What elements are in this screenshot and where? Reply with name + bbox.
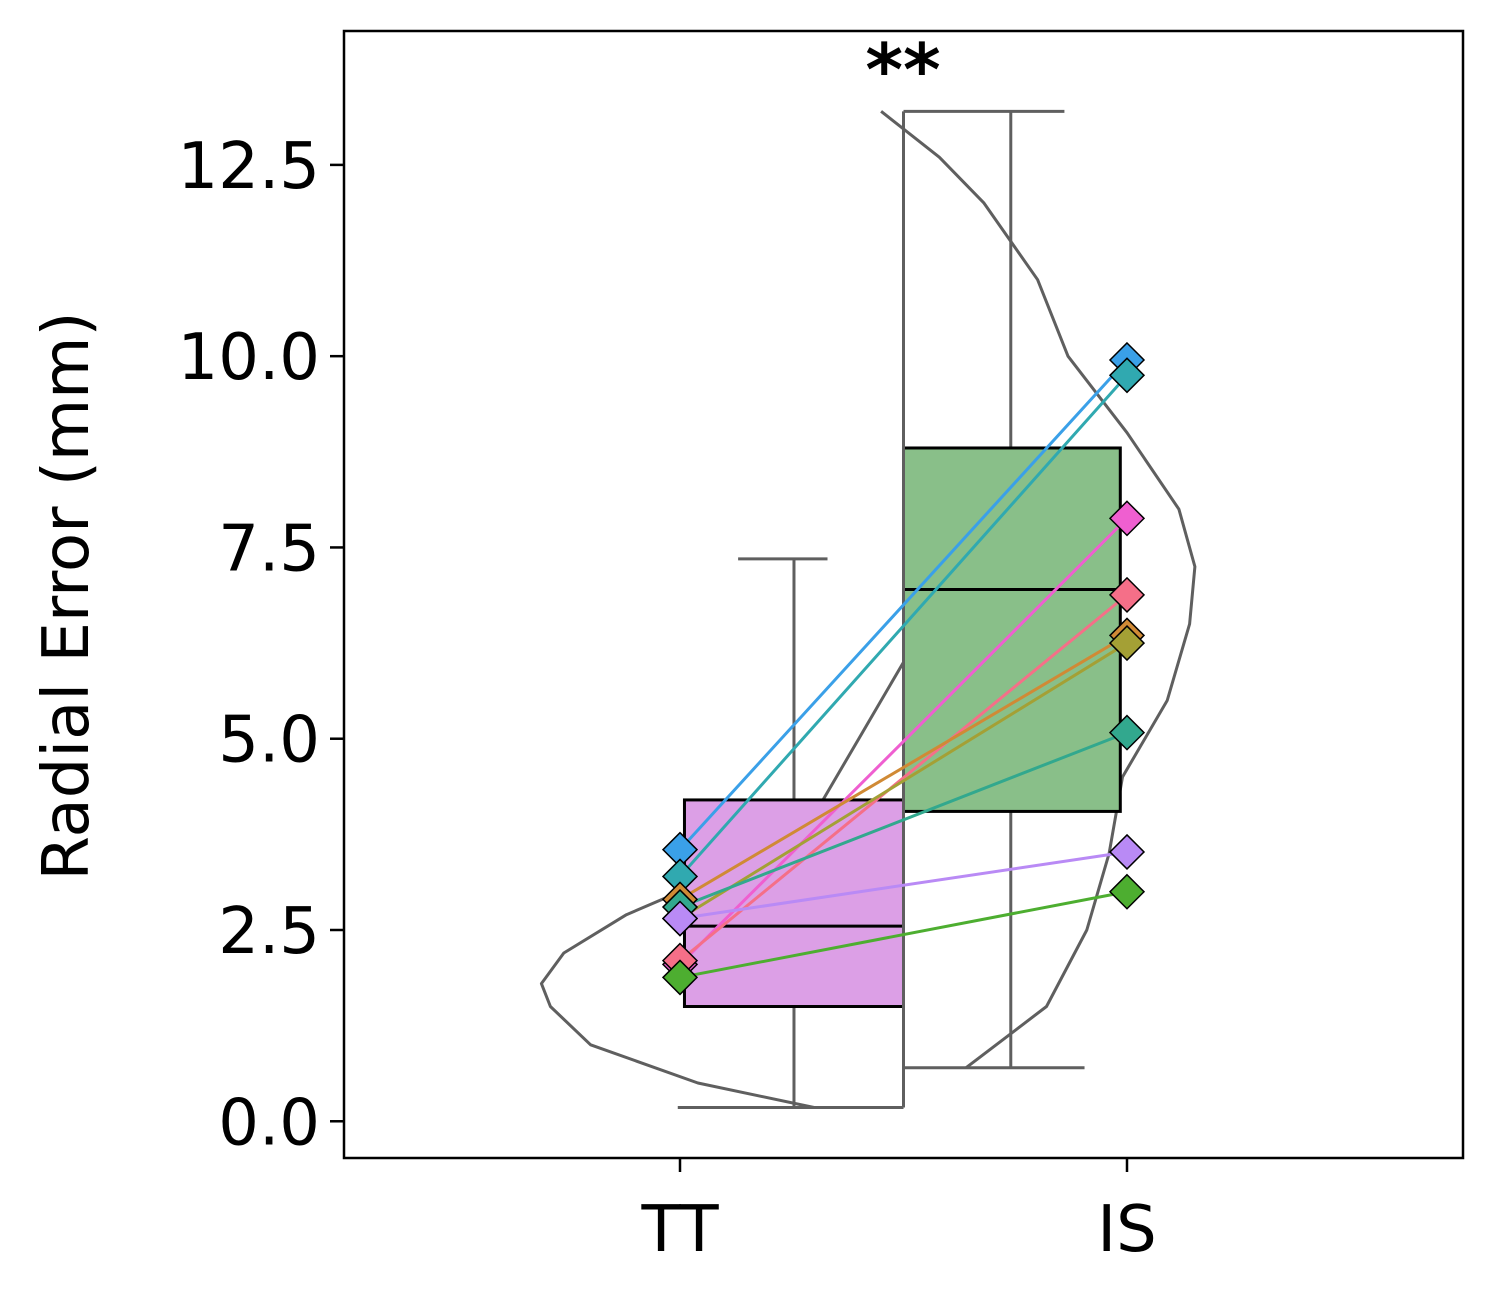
y-axis-title: Radial Error (mm) [30,312,104,881]
y-tick-label: 0.0 [218,1086,320,1160]
paired-line [678,358,1129,851]
y-tick-label: 7.5 [218,512,320,586]
significance-label: ** [865,28,940,112]
y-tick-label: 5.0 [218,704,320,778]
y-tick-label: 10.0 [178,321,321,395]
paired-lines-layer [678,358,1129,979]
marker-is [1108,714,1146,751]
marker-tt [661,959,699,996]
marker-is [1108,357,1146,394]
marker-tt [661,900,699,937]
paired-line [679,850,1128,921]
marker-is [1108,833,1146,871]
x-tick-label: TT [640,1193,719,1267]
x-tick-label: IS [1097,1193,1157,1267]
paired-line [679,593,1128,962]
marker-is [1108,576,1146,613]
marker-is [1108,500,1146,537]
y-axis: 0.0 2.5 5.0 7.5 10.0 12.5 [178,130,344,1160]
plot-frame [342,29,1465,1160]
marker-is [1108,625,1146,662]
paired-line [679,634,1128,901]
violin-outline-is [880,110,1197,1069]
y-tick-label: 12.5 [178,130,321,204]
paired-line [679,731,1128,909]
y-tick-label: 2.5 [218,895,320,969]
marker-is [1108,873,1146,910]
paired-line [678,517,1129,966]
paired-line [679,890,1128,979]
marker-layer [661,341,1146,996]
x-axis: TT IS [640,1158,1157,1267]
paired-line [679,641,1128,920]
paired-line [678,374,1129,878]
